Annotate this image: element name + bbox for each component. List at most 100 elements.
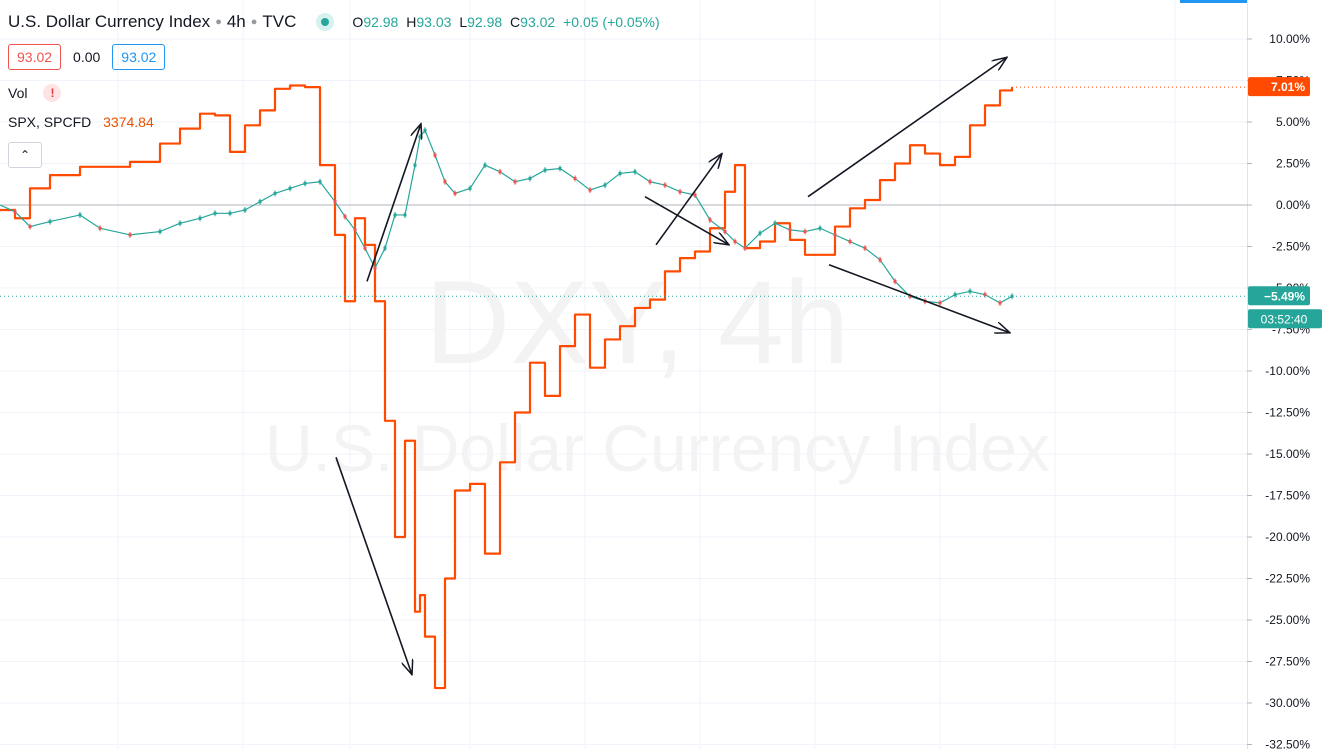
low-label: L [459, 14, 468, 30]
high-label: H [406, 14, 417, 30]
dxy-candle [618, 171, 622, 175]
dxy-line[interactable] [0, 129, 1013, 304]
dxy-candle [573, 176, 577, 180]
dxy-candle [648, 180, 652, 184]
dxy-candle [453, 191, 457, 195]
dxy-candle [633, 170, 637, 174]
arrow-down-2[interactable] [644, 196, 729, 245]
dxy-candle [998, 301, 1002, 305]
dxy-candle [558, 166, 562, 170]
dxy-candle [938, 301, 942, 305]
dxy-candle [443, 180, 447, 184]
dxy-candle [433, 153, 437, 157]
dxy-candle [28, 225, 32, 229]
annotation-layer[interactable] [335, 57, 1010, 675]
dxy-candle [723, 230, 727, 234]
chevron-up-icon[interactable]: ⌃ [8, 142, 42, 168]
dxy-candle [158, 230, 162, 234]
y-tick-label: -30.00% [1265, 696, 1310, 710]
dxy-candle [78, 213, 82, 217]
dxy-candle [353, 228, 357, 232]
dxy-last-value-badge: −5.49% [1248, 286, 1310, 306]
dxy-candle [528, 176, 532, 180]
compare-label[interactable]: SPX, SPCFD [8, 114, 92, 130]
spx-last-value-badge: 7.01% [1248, 77, 1310, 97]
countdown-badge: 03:52:40 [1248, 309, 1322, 329]
arrow-down-3[interactable] [828, 264, 1010, 333]
open-label: O [352, 14, 364, 30]
arrow-up-2[interactable] [655, 154, 722, 246]
buy-button[interactable]: 93.02 [112, 44, 166, 70]
dxy-candle [803, 230, 807, 234]
dxy-candle [243, 208, 247, 212]
high-value: 93.03 [416, 14, 452, 30]
top-accent-bar [1180, 0, 1248, 3]
dxy-candle [468, 186, 472, 190]
arrow-down-1[interactable] [335, 457, 412, 674]
svg-text:03:52:40: 03:52:40 [1261, 312, 1308, 326]
separator-dot: ● [215, 16, 222, 28]
y-tick-label: 2.50% [1276, 157, 1310, 171]
dxy-candle [418, 135, 422, 139]
y-tick-label: -22.50% [1265, 572, 1310, 586]
dxy-candle [678, 190, 682, 194]
dxy-candle [818, 226, 822, 230]
dxy-candle [863, 246, 867, 250]
y-tick-label: 5.00% [1276, 115, 1310, 129]
svg-text:7.01%: 7.01% [1271, 80, 1305, 94]
dxy-candle [423, 128, 427, 132]
dxy-candle [833, 233, 837, 237]
trade-buttons: 93.02 0.00 93.02 [8, 44, 166, 70]
interval-label[interactable]: 4h [226, 12, 246, 31]
dxy-candle [373, 266, 377, 270]
dxy-candle [318, 180, 322, 184]
dxy-candle [48, 220, 52, 224]
dxy-candle [983, 293, 987, 297]
dxy-candle [198, 216, 202, 220]
dxy-candle [363, 246, 367, 250]
dxy-candle [848, 240, 852, 244]
sell-button[interactable]: 93.02 [8, 44, 62, 70]
series-layer [0, 84, 1247, 690]
y-tick-label: 10.00% [1269, 32, 1310, 46]
y-tick-label: -2.50% [1272, 240, 1310, 254]
y-tick-label: -20.00% [1265, 530, 1310, 544]
y-tick-label: -17.50% [1265, 489, 1310, 503]
price-axis[interactable]: 10.00%7.50%5.00%2.50%0.00%-2.50%-5.00%-7… [1247, 0, 1322, 749]
change-value: +0.05 (+0.05%) [563, 14, 660, 30]
vol-label[interactable]: Vol [8, 85, 28, 101]
dxy-candle [333, 200, 337, 204]
y-tick-label: -10.00% [1265, 364, 1310, 378]
market-open-icon [316, 13, 335, 31]
y-tick-label: -12.50% [1265, 406, 1310, 420]
dxy-candle [228, 211, 232, 215]
arrow-up-3[interactable] [807, 57, 1007, 198]
spx-line[interactable] [0, 84, 1014, 690]
dxy-candle [288, 186, 292, 190]
vol-legend[interactable]: Vol ! [8, 84, 62, 102]
dxy-candle [773, 221, 777, 225]
arrow-up-1[interactable] [366, 124, 421, 282]
compare-value: 3374.84 [103, 114, 154, 130]
dxy-candle [403, 213, 407, 217]
dxy-candle [258, 200, 262, 204]
y-tick-label: -25.00% [1265, 613, 1310, 627]
svg-text:−5.49%: −5.49% [1264, 289, 1305, 303]
low-value: 92.98 [467, 14, 503, 30]
symbol-legend[interactable]: U.S. Dollar Currency Index ● 4h ● TVC O9… [8, 12, 660, 32]
dxy-candle [303, 181, 307, 185]
dxy-candle [178, 221, 182, 225]
symbol-title[interactable]: U.S. Dollar Currency Index [8, 12, 211, 31]
dxy-candle [893, 279, 897, 283]
dxy-candle [273, 191, 277, 195]
dxy-candle [968, 289, 972, 293]
warning-icon[interactable]: ! [43, 84, 62, 102]
dxy-candle [693, 193, 697, 197]
compare-legend[interactable]: SPX, SPCFD 3374.84 [8, 114, 154, 130]
dxy-candle [498, 170, 502, 174]
grid [0, 0, 1247, 749]
dxy-candle [483, 163, 487, 167]
dxy-candle [708, 218, 712, 222]
dxy-candle [393, 213, 397, 217]
